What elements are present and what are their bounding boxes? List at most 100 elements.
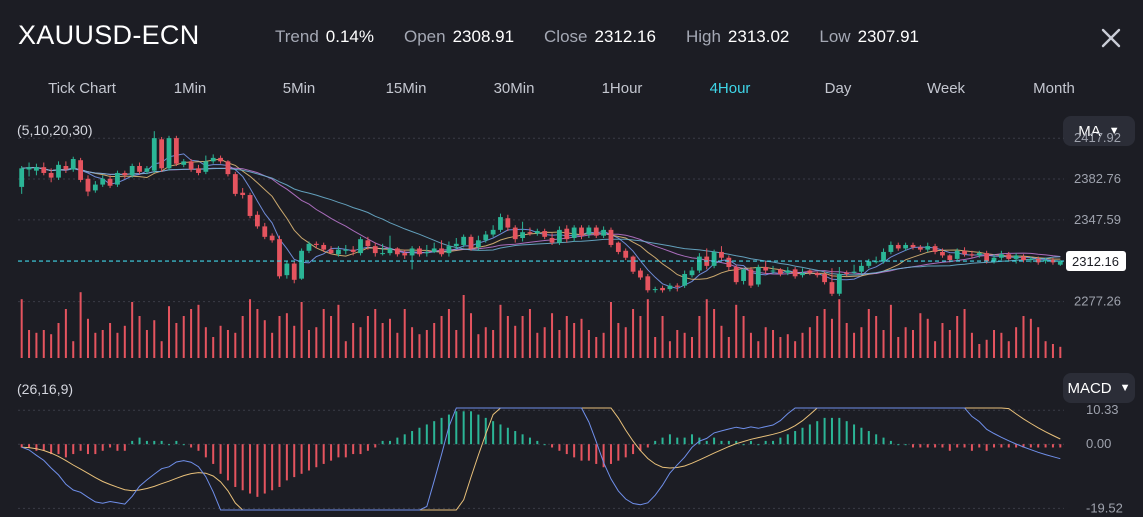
candle-body: [593, 227, 599, 236]
macd-histogram-bar: [668, 434, 671, 445]
tab-month[interactable]: Month: [1033, 80, 1075, 97]
macd-histogram-bar: [757, 444, 760, 446]
stat-value: 2308.91: [452, 27, 515, 46]
volume-bar: [713, 309, 716, 358]
candle-body: [527, 232, 533, 234]
macd-histogram-bar: [602, 444, 605, 468]
tab-4hour[interactable]: 4Hour: [709, 80, 751, 97]
volume-bar: [609, 302, 612, 358]
macd-histogram-bar: [565, 444, 568, 455]
candle-body: [218, 157, 223, 162]
candle: [741, 268, 746, 285]
macd-histogram-bar: [536, 440, 539, 445]
volume-bar: [1051, 344, 1054, 358]
candle-body: [800, 272, 805, 276]
candle-body: [424, 251, 430, 254]
candle: [770, 265, 776, 274]
candle: [490, 225, 496, 237]
tab-day[interactable]: Day: [824, 80, 852, 97]
tab-5min[interactable]: 5Min: [282, 80, 316, 97]
price-stats: Trend 0.14% Open 2308.91 Close 2312.16 High…: [275, 27, 949, 47]
candle: [269, 233, 275, 243]
volume-bar: [691, 337, 694, 358]
volume-bar: [654, 337, 657, 358]
stat-value: 2313.02: [727, 27, 790, 46]
candle: [26, 162, 32, 177]
macd-histogram-bar: [926, 444, 929, 448]
tab-1min[interactable]: 1Min: [173, 80, 207, 97]
candle-body: [255, 214, 260, 227]
volume-bar: [735, 304, 738, 358]
volume-bar: [683, 332, 686, 358]
candle-body: [711, 251, 717, 266]
candle-body: [409, 248, 415, 256]
tab-30min[interactable]: 30Min: [493, 80, 535, 97]
volume-bar: [558, 330, 561, 358]
volume-bar: [425, 330, 428, 358]
macd-indicator-dropdown[interactable]: MACD ▼: [1063, 373, 1135, 403]
volume-bar: [506, 316, 509, 358]
close-button[interactable]: [1097, 24, 1125, 52]
macd-histogram-bar: [212, 444, 215, 464]
macd-histogram-bar: [381, 440, 384, 445]
candle-body: [41, 167, 47, 173]
macd-tick-label: -19.52: [1086, 500, 1123, 515]
volume-bar: [889, 304, 892, 358]
volume-bar: [182, 316, 185, 358]
candle: [903, 242, 909, 251]
candle: [836, 267, 842, 297]
candle: [976, 250, 982, 258]
macd-histogram-bar: [86, 444, 89, 455]
candle: [188, 159, 194, 172]
candle-body: [917, 247, 923, 250]
candle: [512, 225, 518, 243]
candle-body: [498, 217, 503, 230]
macd-histogram-bar: [315, 444, 318, 468]
volume-bar: [830, 318, 833, 358]
candle-body: [557, 229, 562, 243]
ma-indicator-dropdown[interactable]: MA ▼: [1063, 116, 1135, 146]
candle: [763, 261, 769, 274]
volume-bar: [543, 327, 546, 358]
volume-bar: [455, 330, 458, 358]
candle-body: [947, 255, 953, 261]
tab-15min[interactable]: 15Min: [385, 80, 427, 97]
candle: [1013, 253, 1019, 264]
volume-bar: [941, 323, 944, 358]
tab-1hour[interactable]: 1Hour: [601, 80, 643, 97]
macd-histogram-bar: [366, 444, 369, 451]
macd-histogram-bar: [1037, 444, 1040, 448]
stat-close: Close 2312.16: [544, 27, 656, 47]
macd-histogram-bar: [138, 437, 141, 445]
candle: [1006, 251, 1012, 262]
candle: [814, 271, 820, 278]
candle-body: [446, 246, 452, 254]
candle-body: [873, 261, 879, 263]
candle-body: [505, 218, 511, 228]
tab-tick-chart[interactable]: Tick Chart: [48, 80, 116, 97]
tab-week[interactable]: Week: [926, 80, 966, 97]
volume-bar: [661, 316, 664, 358]
volume-bar: [632, 309, 635, 358]
volume-bar: [94, 332, 97, 358]
volume-bar: [278, 316, 281, 358]
volume-bar: [366, 316, 369, 358]
macd-histogram-bar: [985, 444, 988, 451]
volume-bar: [757, 341, 760, 358]
candle: [726, 255, 732, 271]
candle-body: [719, 251, 724, 258]
candle: [549, 233, 555, 245]
candle-body: [269, 235, 275, 241]
macd-histogram-bar: [249, 444, 252, 494]
candle-body: [512, 227, 518, 240]
candle-body: [984, 253, 990, 262]
candle: [380, 243, 386, 256]
macd-dif-line: [21, 407, 1061, 511]
candle-body: [188, 161, 194, 170]
macd-histogram-bar: [388, 440, 391, 445]
candle: [623, 248, 629, 261]
candle-body: [387, 248, 393, 254]
candle-body: [453, 243, 459, 247]
candle: [645, 274, 651, 293]
